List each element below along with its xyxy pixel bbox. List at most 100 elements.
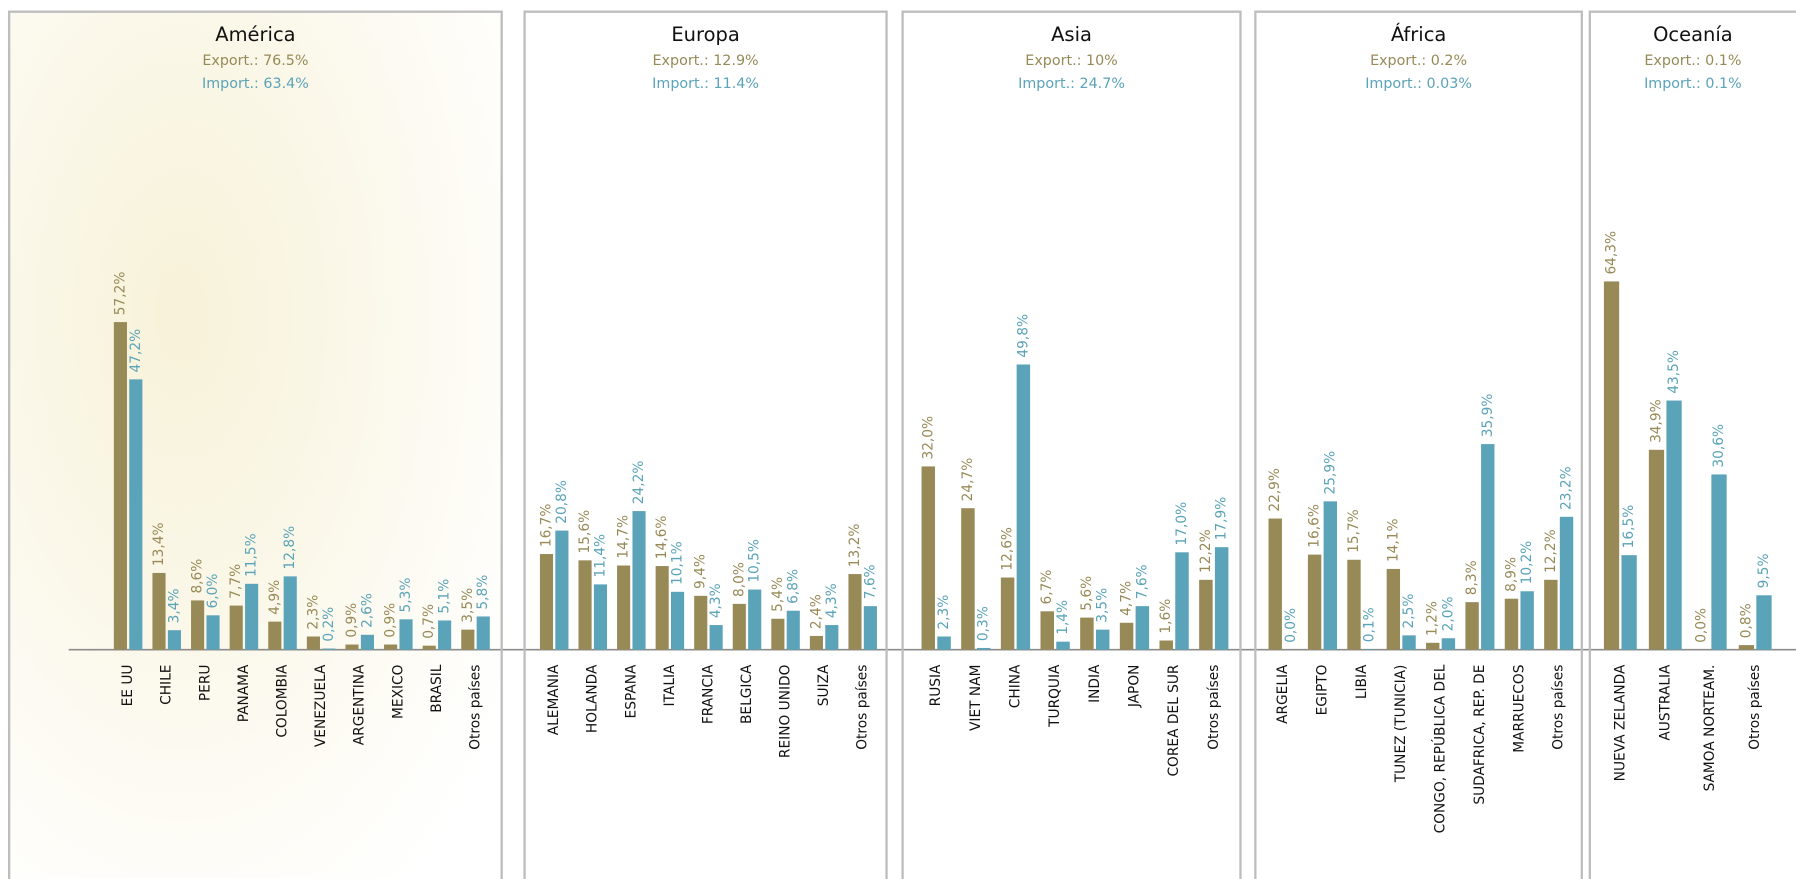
x-tick-label: JAPON — [1126, 665, 1142, 709]
bar — [656, 566, 669, 650]
bar — [1465, 602, 1478, 650]
value-label: 35,9% — [1480, 394, 1496, 438]
x-tick-label: ESPANA — [623, 664, 639, 718]
bar — [1544, 580, 1557, 650]
value-label: 5,1% — [437, 579, 453, 614]
value-label: 9,4% — [693, 554, 709, 589]
x-tick-label: MARRUECOS — [1511, 665, 1527, 753]
bar — [1520, 591, 1533, 649]
x-tick-label: COLOMBIA — [275, 664, 291, 738]
bar — [1269, 519, 1282, 650]
bar — [1756, 595, 1771, 649]
value-label: 10,1% — [670, 541, 686, 585]
value-label: 11,4% — [592, 534, 608, 578]
bar — [461, 630, 474, 650]
x-tick-label: CONGO, REPÚBLICA DEL — [1431, 664, 1449, 833]
annotation: Import.: 0.03% — [1365, 76, 1472, 92]
bar — [733, 604, 746, 650]
value-label: 6,7% — [1039, 570, 1055, 605]
value-label: 14,1% — [1385, 518, 1401, 562]
value-label: 1,2% — [1425, 601, 1441, 636]
annotation: Export.: 0.2% — [1370, 53, 1467, 69]
bar — [1215, 547, 1228, 650]
value-label: 30,6% — [1711, 424, 1727, 468]
bar — [1505, 599, 1518, 650]
value-label: 4,7% — [1119, 581, 1135, 616]
value-label: 13,4% — [151, 522, 167, 566]
bar — [1017, 364, 1030, 649]
bar — [1442, 638, 1455, 649]
bar — [1120, 623, 1133, 650]
panel — [525, 12, 887, 879]
bar — [1560, 517, 1573, 650]
value-label: 1,4% — [1055, 600, 1071, 635]
bar — [555, 531, 568, 650]
panel-background — [9, 12, 502, 879]
x-tick-label: Otros países — [468, 665, 484, 750]
bar — [1080, 618, 1093, 650]
value-label: 15,7% — [1346, 509, 1362, 553]
bar — [168, 630, 181, 649]
annotation: Import.: 63.4% — [202, 76, 309, 92]
bar — [1711, 474, 1726, 649]
bar — [1041, 611, 1054, 649]
annotation: Export.: 76.5% — [202, 53, 308, 69]
bar — [748, 590, 761, 650]
value-label: 14,7% — [616, 515, 632, 559]
value-label: 11,5% — [244, 533, 260, 577]
bar — [937, 637, 950, 650]
bar — [671, 592, 684, 650]
x-tick-label: PANAMA — [236, 664, 252, 722]
value-label: 64,3% — [1604, 231, 1620, 275]
value-label: 0,8% — [1738, 603, 1754, 638]
bar — [361, 635, 374, 650]
bar — [848, 574, 861, 650]
value-label: 2,0% — [1440, 596, 1456, 631]
value-label: 0,1% — [1362, 607, 1378, 642]
value-label: 10,2% — [1519, 541, 1535, 585]
bar — [694, 596, 707, 650]
annotation: Export.: 12.9% — [653, 53, 759, 69]
value-label: 2,6% — [359, 593, 375, 628]
bar — [206, 615, 219, 649]
value-label: 12,2% — [1543, 529, 1559, 573]
value-label: 9,5% — [1756, 553, 1772, 588]
x-tick-label: CHINA — [1007, 664, 1023, 708]
value-label: 5,8% — [475, 575, 491, 610]
x-tick-label: Otros países — [855, 665, 871, 750]
value-label: 32,0% — [920, 416, 936, 460]
bar — [961, 508, 974, 649]
value-label: 6,0% — [205, 574, 221, 609]
x-tick-label: SUDAFRICA, REP. DE — [1472, 665, 1488, 805]
bar — [617, 565, 630, 649]
bar — [1001, 578, 1014, 650]
chart: AméricaExport.: 76.5%Import.: 63.4%EE UU… — [0, 0, 1796, 879]
value-label: 5,4% — [770, 577, 786, 612]
bar — [129, 379, 142, 649]
value-label: 6,8% — [785, 569, 801, 604]
bar — [1621, 555, 1636, 649]
x-tick-label: SAMOA NORTEAM. — [1702, 665, 1718, 792]
bar — [922, 466, 935, 649]
x-tick-label: BELGICA — [739, 664, 755, 724]
x-tick-label: ARGENTINA — [352, 664, 368, 745]
panel — [1255, 12, 1581, 879]
value-label: 15,6% — [577, 510, 593, 554]
value-label: 7,6% — [1134, 564, 1150, 599]
value-label: 14,6% — [654, 516, 670, 560]
bar — [1481, 444, 1494, 650]
bar — [307, 637, 320, 650]
value-label: 16,5% — [1621, 505, 1637, 549]
value-label: 8,0% — [731, 562, 747, 597]
x-tick-label: AUSTRALIA — [1657, 664, 1673, 741]
bar — [1199, 580, 1212, 650]
x-tick-label: LIBIA — [1354, 664, 1370, 699]
bar — [1324, 501, 1337, 649]
bar — [1136, 606, 1149, 650]
x-tick-label: RUSIA — [928, 664, 944, 706]
value-label: 57,2% — [112, 272, 128, 316]
x-tick-label: EE UU — [120, 665, 136, 707]
x-tick-label: Otros países — [1747, 665, 1763, 750]
bar — [1739, 645, 1754, 650]
annotation: Export.: 0.1% — [1644, 53, 1741, 69]
